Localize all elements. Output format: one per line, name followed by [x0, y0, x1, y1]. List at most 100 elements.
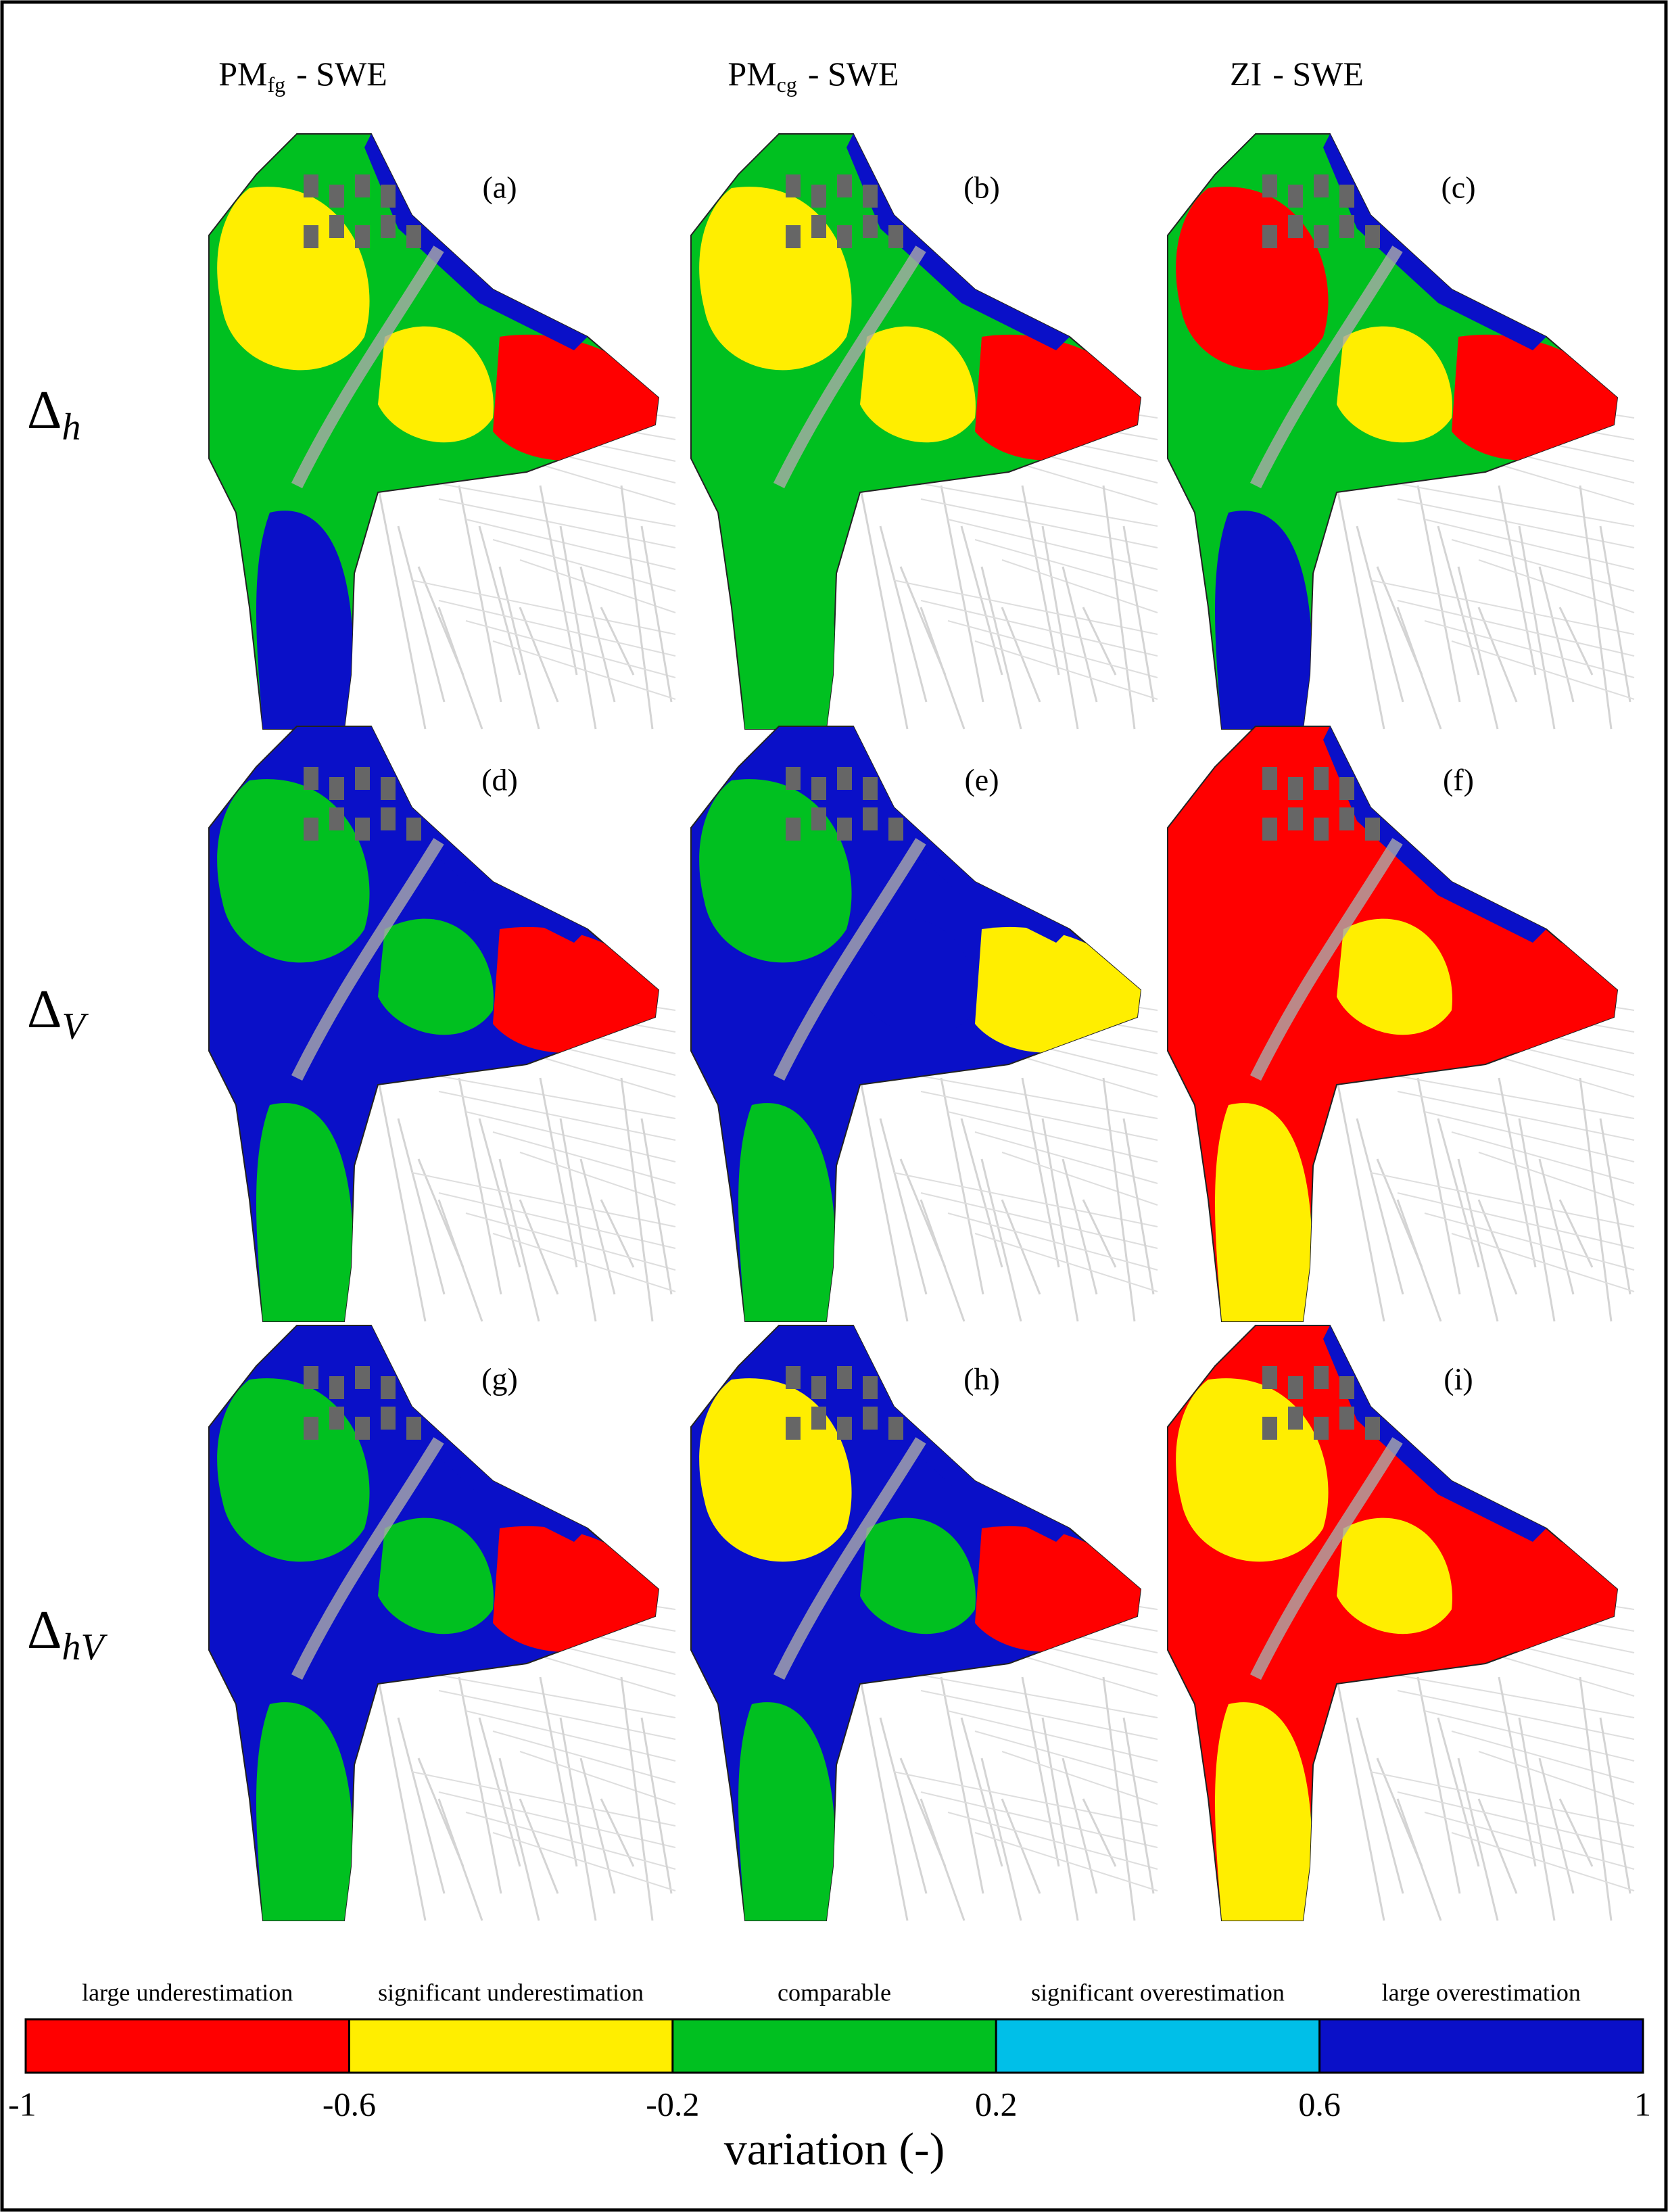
street: [1451, 1731, 1635, 1783]
street: [492, 539, 676, 592]
street: [1021, 1077, 1060, 1268]
class-area: [860, 918, 976, 1035]
building: [1314, 767, 1329, 790]
building: [406, 174, 421, 197]
street: [1397, 1791, 1635, 1848]
street: [600, 1798, 635, 1867]
rail-line: [773, 1437, 926, 1680]
building: [811, 215, 826, 238]
street: [539, 485, 578, 676]
street: [1558, 1798, 1594, 1867]
building: [863, 807, 878, 830]
class-area: [975, 1526, 1141, 1652]
color-segment: [1319, 2019, 1643, 2073]
street: [893, 1172, 1158, 1227]
street: [1396, 607, 1442, 730]
header-rest: - SWE: [296, 55, 387, 93]
street: [947, 1710, 1158, 1762]
tick-label: 0.2: [975, 2085, 1018, 2123]
row-label: ΔhV: [27, 1601, 108, 1668]
class-area: [364, 1325, 588, 1542]
street: [947, 1213, 1158, 1271]
street: [1451, 1131, 1635, 1184]
street: [1397, 1091, 1635, 1141]
building: [1314, 225, 1329, 248]
street: [1599, 1118, 1631, 1295]
street: [1478, 1751, 1635, 1805]
axis-label: variation (-): [724, 2123, 945, 2175]
street: [1478, 1050, 1635, 1098]
street: [465, 1111, 676, 1162]
street: [465, 1213, 676, 1271]
class-area: [738, 511, 836, 729]
street: [1356, 1118, 1404, 1295]
street: [974, 1131, 1158, 1184]
building: [888, 767, 903, 790]
street: [1437, 1118, 1480, 1268]
street: [492, 1832, 676, 1891]
street: [397, 1717, 446, 1894]
color-segment: [996, 2019, 1320, 2073]
header-subscript: cg: [777, 72, 797, 97]
street: [1478, 458, 1635, 505]
street: [1370, 1771, 1635, 1827]
row-symbol: Δ: [27, 980, 62, 1039]
street: [1478, 1649, 1635, 1697]
street: [1001, 458, 1158, 505]
building: [329, 1407, 344, 1430]
street: [1457, 1158, 1499, 1322]
street: [1021, 485, 1060, 676]
building: [355, 225, 370, 248]
street: [438, 1192, 676, 1249]
class-area: [847, 1325, 1070, 1542]
street: [377, 485, 427, 730]
building: [837, 174, 852, 197]
tick-label: -0.6: [323, 2085, 376, 2123]
map-classes: [699, 726, 1141, 1321]
street: [980, 1758, 1022, 1921]
street: [579, 1158, 616, 1295]
street: [411, 1771, 676, 1827]
street: [947, 519, 1158, 570]
street: [1424, 1710, 1635, 1762]
street: [620, 1676, 654, 1921]
class-area: [1215, 1702, 1312, 1921]
building: [1339, 777, 1354, 800]
class-area: [1323, 726, 1546, 943]
street: [1062, 1158, 1098, 1295]
street: [1001, 607, 1041, 703]
street: [980, 566, 1022, 730]
map-panel: (g): [208, 1325, 676, 1921]
building: [811, 185, 826, 208]
street: [437, 1798, 483, 1921]
building: [837, 818, 852, 841]
class-area: [493, 1526, 659, 1652]
street: [1424, 620, 1635, 678]
building: [1339, 215, 1354, 238]
street: [1001, 1751, 1158, 1805]
color-segment: [349, 2019, 673, 2073]
panel-label: (a): [482, 170, 517, 205]
building: [811, 807, 826, 830]
map-classes: [699, 1325, 1141, 1921]
building: [1339, 185, 1354, 208]
building: [811, 777, 826, 800]
street: [920, 1690, 1158, 1740]
building: [1365, 174, 1380, 197]
tick-label: 1: [1634, 2085, 1651, 2123]
street: [1498, 1676, 1537, 1867]
building: [837, 1417, 852, 1440]
building: [888, 1366, 903, 1389]
building: [811, 1407, 826, 1430]
street: [1356, 525, 1404, 703]
building: [837, 767, 852, 790]
street: [579, 1758, 616, 1894]
building: [304, 174, 318, 197]
street: [519, 1152, 676, 1206]
street: [1437, 1717, 1480, 1867]
header-main: PM: [218, 55, 267, 93]
building: [1365, 1417, 1380, 1440]
building: [304, 767, 318, 790]
building: [381, 807, 396, 830]
street: [377, 1676, 427, 1921]
